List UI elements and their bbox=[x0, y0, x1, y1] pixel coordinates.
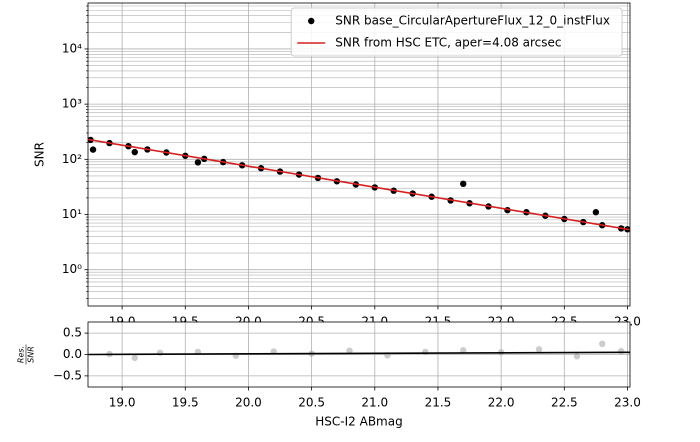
y-axis-label: SNR bbox=[33, 142, 47, 167]
data-point bbox=[346, 347, 353, 354]
data-point bbox=[422, 348, 429, 356]
y-tick-label: 10⁰ bbox=[62, 262, 82, 276]
x-tick-label: 19.0 bbox=[109, 396, 136, 410]
data-point bbox=[617, 347, 625, 355]
x-axis-label: HSC-I2 ABmag bbox=[315, 415, 402, 429]
data-point bbox=[535, 346, 543, 353]
legend: SNR base_CircularApertureFlux_12_0_instF… bbox=[290, 7, 623, 57]
y-label-numerator: Res. bbox=[17, 346, 26, 363]
data-point bbox=[460, 180, 467, 188]
legend-label: SNR from HSC ETC, aper=4.08 arcsec bbox=[335, 36, 561, 50]
data-point bbox=[131, 354, 138, 362]
data-point bbox=[573, 353, 581, 360]
plot-layer bbox=[88, 3, 630, 306]
y-tick-label: 10¹ bbox=[62, 207, 82, 221]
x-tick-label: 21.5 bbox=[425, 396, 452, 410]
y-tick-label: 0.0 bbox=[63, 347, 82, 361]
axes-frame bbox=[87, 321, 631, 388]
legend-label: SNR base_CircularApertureFlux_12_0_instF… bbox=[335, 14, 610, 28]
data-point bbox=[89, 146, 97, 153]
series-line bbox=[88, 351, 630, 356]
x-tick-label: 19.5 bbox=[172, 396, 199, 410]
series-line bbox=[88, 138, 630, 231]
x-tick-label: 22.0 bbox=[488, 396, 515, 410]
y-tick-label: 0.5 bbox=[63, 326, 82, 340]
legend-swatch bbox=[308, 17, 315, 25]
y-tick-label: −0.5 bbox=[53, 368, 82, 382]
axes-frame bbox=[87, 2, 631, 307]
data-point bbox=[156, 349, 164, 356]
y-tick-label: 10² bbox=[62, 152, 82, 166]
plot-layer bbox=[88, 322, 630, 387]
data-point bbox=[599, 340, 606, 348]
legend-box bbox=[290, 7, 623, 57]
data-point bbox=[194, 159, 202, 166]
data-point bbox=[592, 209, 600, 216]
x-tick-label: 20.5 bbox=[298, 396, 325, 410]
y-label-denominator: SNR bbox=[27, 346, 36, 363]
x-tick-label: 22.5 bbox=[551, 396, 578, 410]
y-tick-label: 10³ bbox=[62, 97, 82, 111]
y-tick-label: 10⁴ bbox=[62, 41, 82, 55]
x-tick-label: 20.0 bbox=[235, 396, 262, 410]
data-point bbox=[131, 148, 138, 156]
y-axis-label: Res. SNR bbox=[17, 344, 36, 365]
x-tick-label: 23.0 bbox=[614, 396, 641, 410]
data-point bbox=[460, 347, 467, 354]
x-tick-label: 21.0 bbox=[361, 396, 388, 410]
